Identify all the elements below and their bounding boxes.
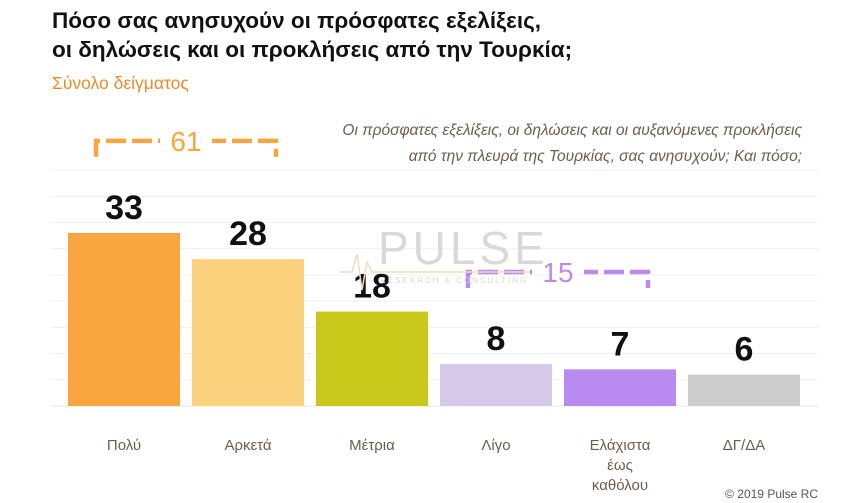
data-label: 6 — [735, 331, 754, 369]
question-line-2: από την πλευρά της Τουρκίας, σας ανησυχο… — [408, 148, 802, 165]
bracket-label: 15 — [542, 257, 573, 288]
bar — [192, 259, 304, 406]
title-line-2: οι δηλώσεις και οι προκλήσεις από την Το… — [52, 37, 573, 62]
watermark-pulse-line — [340, 253, 530, 291]
question-line-1: Οι πρόσφατες εξελίξεις, οι δηλώσεις και … — [342, 122, 802, 139]
bar — [564, 369, 676, 406]
category-label: Λίγο — [481, 437, 510, 454]
category-label: Αρκετά — [224, 437, 271, 454]
data-label: 8 — [487, 320, 506, 358]
data-label: 7 — [611, 325, 630, 363]
category-label: Πολύ — [107, 437, 141, 454]
category-label: ΔΓ/ΔΑ — [723, 437, 765, 454]
bar — [688, 374, 800, 406]
category-label: έως — [607, 457, 633, 474]
chart-subtitle: Σύνολο δείγματος — [52, 73, 189, 93]
category-label: Ελάχιστα — [590, 437, 651, 454]
watermark-tagline: RESEARCH & CONSULTING — [380, 276, 529, 285]
question-text: Οι πρόσφατες εξελίξεις, οι δηλώσεις και … — [202, 118, 802, 170]
bar — [316, 311, 428, 406]
title-line-1: Πόσο σας ανησυχούν οι πρόσφατες εξελίξει… — [52, 8, 542, 33]
category-label: καθόλου — [592, 477, 648, 494]
bar — [68, 232, 180, 406]
chart-title: Πόσο σας ανησυχούν οι πρόσφατες εξελίξει… — [52, 6, 812, 64]
data-label: 33 — [105, 189, 143, 227]
copyright-note: © 2019 Pulse RC — [725, 487, 818, 501]
bar — [440, 364, 552, 406]
bracket-line — [93, 138, 160, 157]
watermark-logo: PULSE — [378, 222, 549, 274]
category-label: Μέτρια — [349, 437, 395, 454]
bracket-label: 61 — [170, 126, 201, 157]
bracket-line — [212, 138, 279, 157]
bracket-line — [584, 269, 651, 289]
data-label: 28 — [229, 215, 267, 253]
